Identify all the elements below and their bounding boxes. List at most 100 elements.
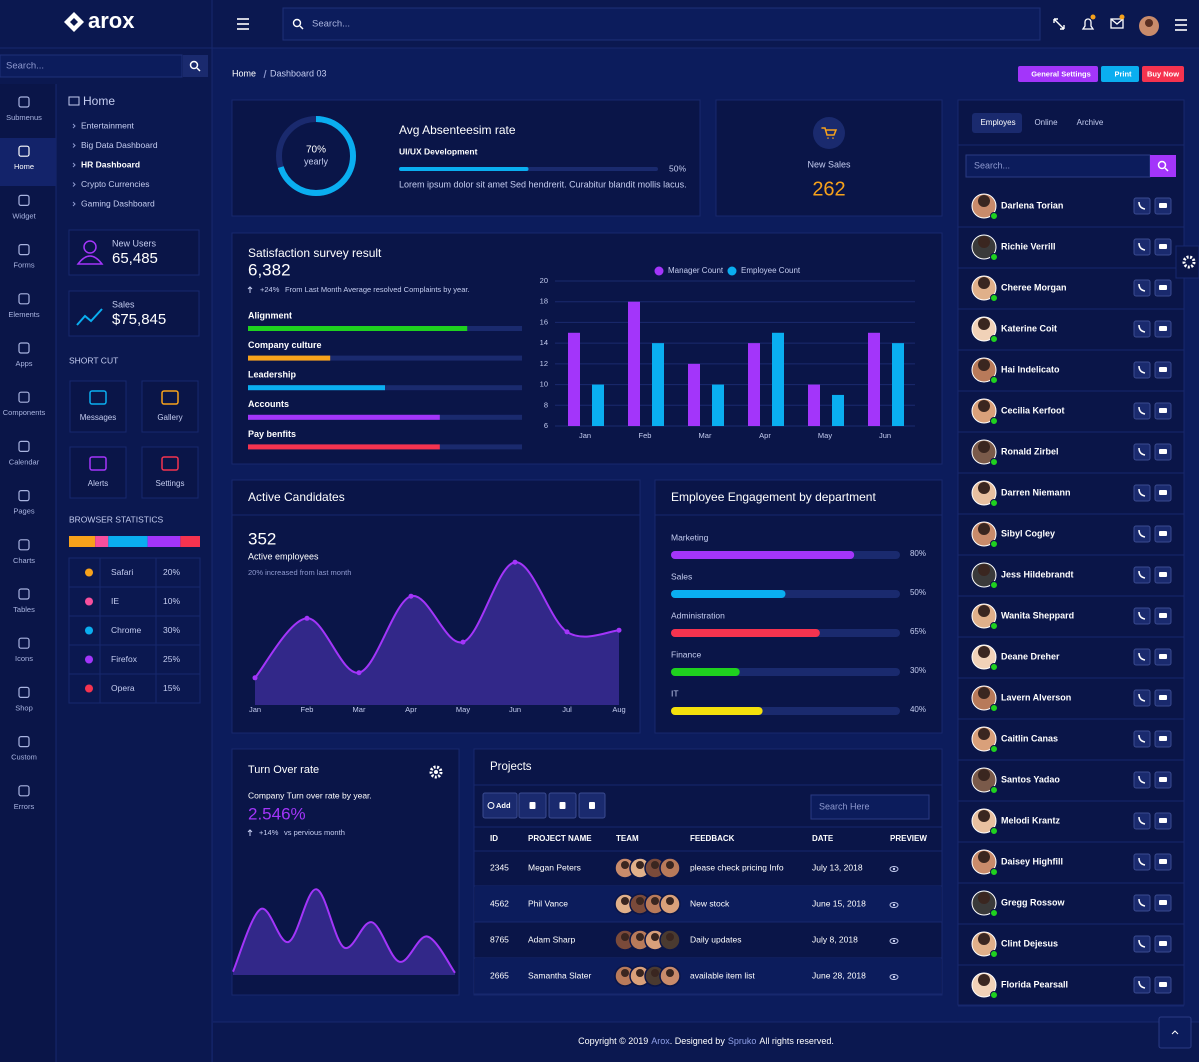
card-title: Employee Engagement by department <box>671 490 876 504</box>
nav-item[interactable]: Home <box>14 162 34 171</box>
call-button[interactable] <box>1133 197 1151 215</box>
menu-item[interactable]: Gaming Dashboard <box>81 198 155 208</box>
contact-name[interactable]: Santos Yadao <box>1001 774 1060 784</box>
call-button[interactable] <box>1133 935 1151 953</box>
shortcut-label[interactable]: Messages <box>80 413 116 422</box>
call-button[interactable] <box>1133 279 1151 297</box>
button-label[interactable]: Add <box>496 801 511 810</box>
preview-icon[interactable] <box>889 866 899 872</box>
contact-name[interactable]: Cheree Morgan <box>1001 282 1067 292</box>
contact-name[interactable]: Darren Niemann <box>1001 487 1071 497</box>
tool-button[interactable] <box>482 792 518 819</box>
segment <box>95 536 109 547</box>
avatar-hair <box>651 969 659 977</box>
footer-part[interactable]: Spruko <box>728 1036 757 1046</box>
call-button[interactable] <box>1133 361 1151 379</box>
nav-item[interactable]: Elements <box>8 310 40 319</box>
contact-name[interactable]: Caitlin Canas <box>1001 733 1058 743</box>
nav-item[interactable]: Submenus <box>6 113 42 122</box>
call-button[interactable] <box>1133 648 1151 666</box>
call-button[interactable] <box>1133 484 1151 502</box>
contact-name[interactable]: Gregg Rossow <box>1001 897 1066 907</box>
call-button[interactable] <box>1133 853 1151 871</box>
shortcut[interactable] <box>69 446 127 499</box>
search-button[interactable] <box>183 55 208 77</box>
search-box[interactable] <box>810 794 930 820</box>
settings-toggle[interactable] <box>1175 245 1199 279</box>
button[interactable] <box>1018 66 1098 82</box>
button-label[interactable]: Print <box>1114 69 1132 78</box>
contact-name[interactable]: Ronald Zirbel <box>1001 446 1059 456</box>
menu-item[interactable]: HR Dashboard <box>81 159 140 169</box>
preview-icon[interactable] <box>889 902 899 908</box>
contact-name[interactable]: Cecilia Kerfoot <box>1001 405 1065 415</box>
tab[interactable]: Employes <box>980 118 1015 127</box>
call-button[interactable] <box>1133 238 1151 256</box>
button[interactable] <box>1142 66 1184 82</box>
search-button[interactable] <box>1150 155 1176 177</box>
nav-item[interactable]: Calendar <box>9 457 40 466</box>
call-button[interactable] <box>1133 443 1151 461</box>
contact-name[interactable]: Florida Pearsall <box>1001 979 1068 989</box>
nav-item[interactable]: Custom <box>11 753 37 762</box>
contact-name[interactable]: Daisey Highfill <box>1001 856 1063 866</box>
card-subtitle: Active employees <box>248 551 319 561</box>
breadcrumb[interactable]: Home <box>232 68 256 78</box>
shortcut-label[interactable]: Alerts <box>88 479 108 488</box>
contact-name[interactable]: Lavern Alverson <box>1001 692 1071 702</box>
search-box[interactable] <box>0 54 183 78</box>
nav-item[interactable]: Components <box>3 408 46 417</box>
contact-name[interactable]: Melodi Krantz <box>1001 815 1061 825</box>
menu-item[interactable]: Big Data Dashboard <box>81 140 158 150</box>
button-label[interactable]: Buy Now <box>1147 69 1179 78</box>
shortcut-label[interactable]: Gallery <box>157 413 182 422</box>
tab[interactable]: Archive <box>1077 118 1104 127</box>
contact-name[interactable]: Richie Verrill <box>1001 241 1056 251</box>
preview-icon[interactable] <box>889 938 899 944</box>
call-button[interactable] <box>1133 320 1151 338</box>
note: 20% increased from last month <box>248 568 351 577</box>
call-button[interactable] <box>1133 607 1151 625</box>
nav-item[interactable]: Pages <box>13 507 35 516</box>
shortcut[interactable] <box>141 380 199 433</box>
contact-name[interactable]: Jess Hildebrandt <box>1001 569 1074 579</box>
call-button[interactable] <box>1133 771 1151 789</box>
scroll-top[interactable] <box>1158 1016 1192 1049</box>
contact-name[interactable]: Sibyl Cogley <box>1001 528 1055 538</box>
contact-name[interactable]: Darlena Torian <box>1001 200 1063 210</box>
call-button[interactable] <box>1133 525 1151 543</box>
contact-name[interactable]: Hai Indelicato <box>1001 364 1060 374</box>
search-box[interactable] <box>282 7 1041 41</box>
nav-item[interactable]: Shop <box>15 703 33 712</box>
tab[interactable]: Online <box>1034 118 1058 127</box>
nav-item[interactable]: Widget <box>12 211 36 220</box>
call-button[interactable] <box>1133 402 1151 420</box>
call-button[interactable] <box>1133 730 1151 748</box>
call-button[interactable] <box>1133 566 1151 584</box>
menu-item[interactable]: Crypto Currencies <box>81 179 150 189</box>
shortcut-label[interactable]: Settings <box>156 479 185 488</box>
footer-part[interactable]: Arox <box>651 1036 670 1046</box>
nav-item[interactable]: Icons <box>15 654 33 663</box>
contact-name[interactable]: Clint Dejesus <box>1001 938 1058 948</box>
menu-item[interactable]: Entertainment <box>81 120 135 130</box>
avatar-hair <box>978 851 990 863</box>
nav-item[interactable]: Forms <box>13 261 34 270</box>
call-button[interactable] <box>1133 689 1151 707</box>
button-label[interactable]: General Settings <box>1031 69 1091 78</box>
call-button[interactable] <box>1133 812 1151 830</box>
settings-icon <box>429 765 443 779</box>
nav-item[interactable]: Apps <box>15 359 32 368</box>
call-button[interactable] <box>1133 976 1151 994</box>
nav-item[interactable]: Charts <box>13 556 35 565</box>
shortcut[interactable] <box>141 446 199 499</box>
contact-name[interactable]: Deane Dreher <box>1001 651 1060 661</box>
contact-name[interactable]: Wanita Sheppard <box>1001 610 1074 620</box>
contact-name[interactable]: Katerine Coit <box>1001 323 1057 333</box>
button[interactable] <box>1101 66 1139 82</box>
nav-item[interactable]: Tables <box>13 605 35 614</box>
preview-icon[interactable] <box>889 974 899 980</box>
shortcut[interactable] <box>69 380 127 433</box>
call-button[interactable] <box>1133 894 1151 912</box>
nav-item[interactable]: Errors <box>14 802 35 811</box>
